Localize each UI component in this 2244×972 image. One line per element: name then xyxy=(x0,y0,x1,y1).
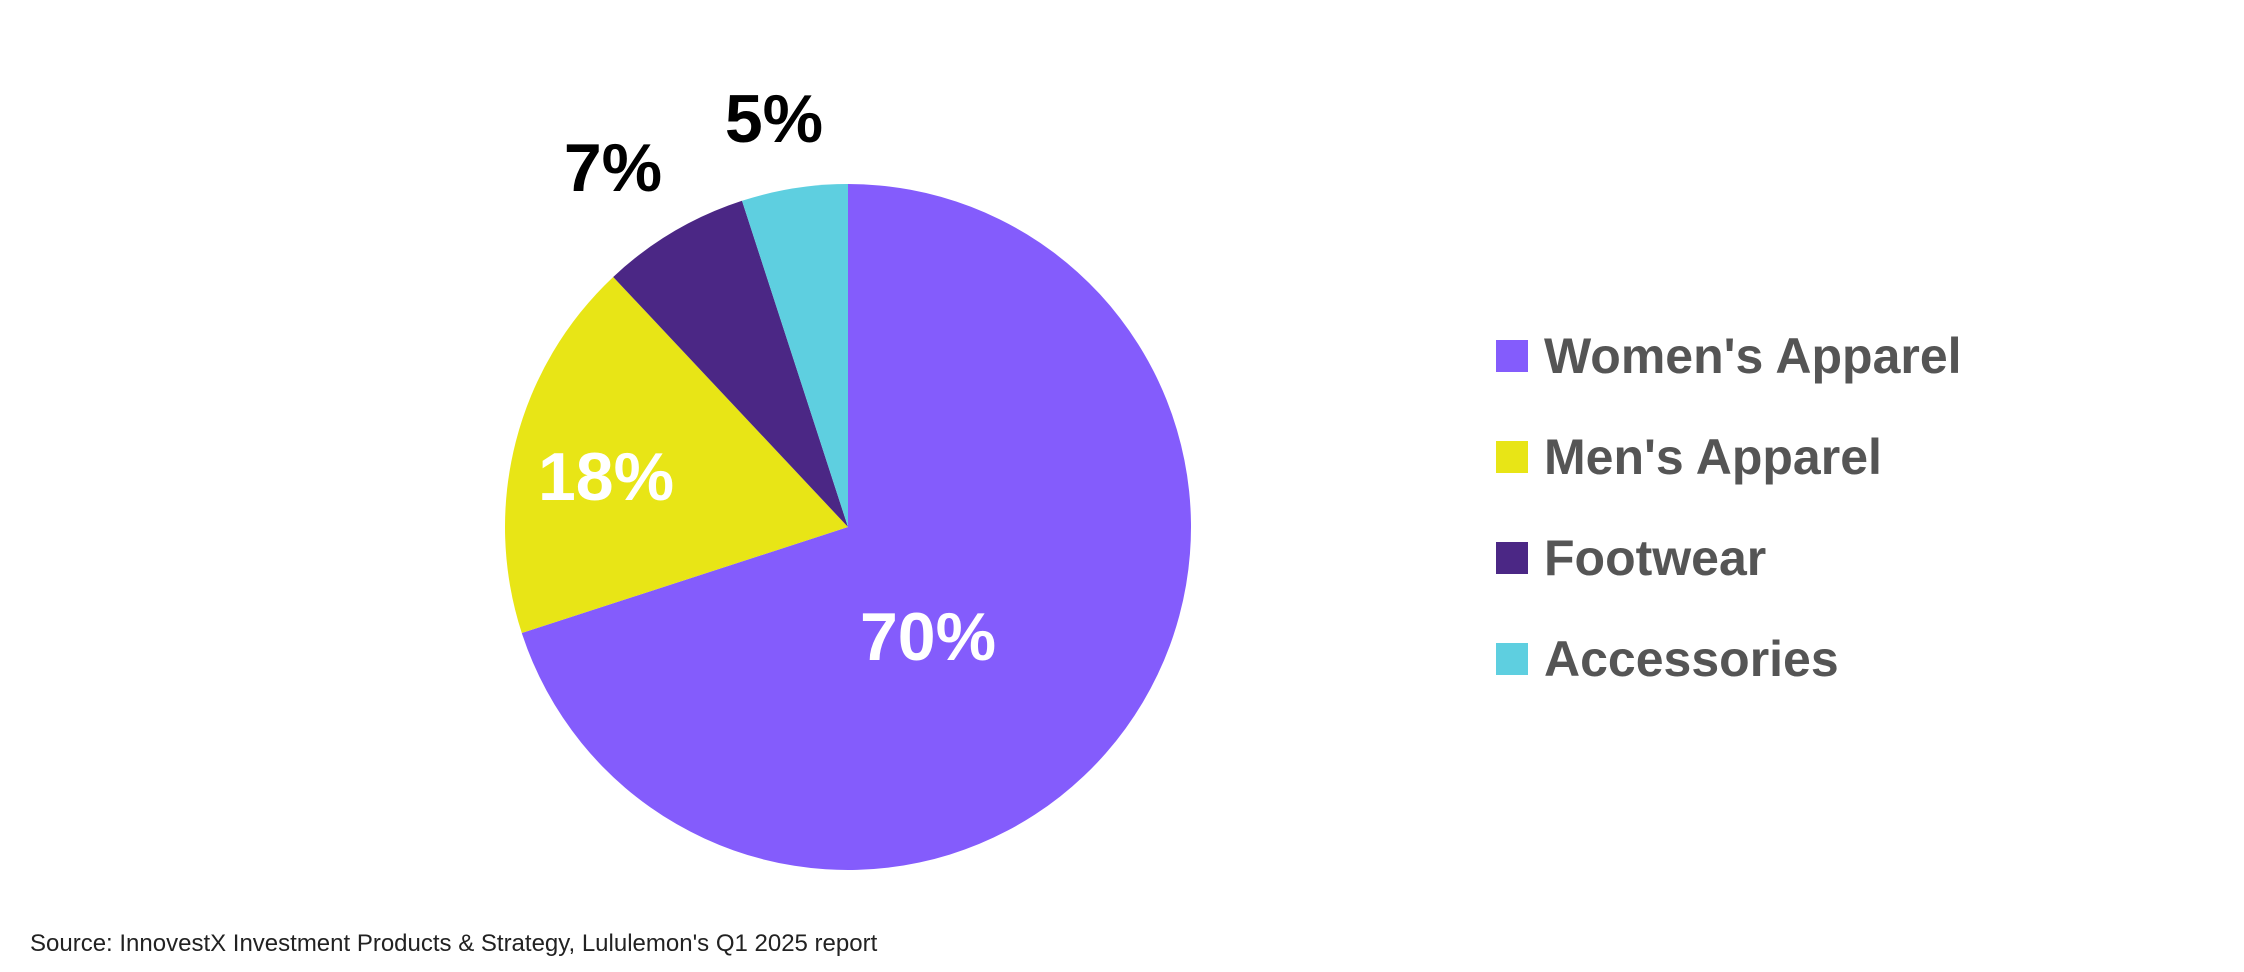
data-label: 18% xyxy=(538,439,674,515)
pie-slice-men-s-apparel xyxy=(504,276,848,633)
legend-swatch xyxy=(1496,440,1528,473)
data-label: 7% xyxy=(564,130,662,206)
pie-slice-women-s-apparel xyxy=(521,184,1191,870)
legend-label: Men's Apparel xyxy=(1544,428,1882,485)
legend-item-womens-apparel: Women's Apparel xyxy=(1496,305,1962,406)
legend: Women's Apparel Men's Apparel Footwear A… xyxy=(1496,305,1962,709)
legend-item-mens-apparel: Men's Apparel xyxy=(1496,406,1962,507)
legend-label: Footwear xyxy=(1544,529,1767,586)
legend-item-accessories: Accessories xyxy=(1496,608,1962,709)
data-label: 70% xyxy=(860,599,996,675)
legend-label: Accessories xyxy=(1544,630,1839,687)
legend-label: Women's Apparel xyxy=(1544,327,1962,384)
pie-slices xyxy=(504,184,1191,870)
pie-labels: 70% 18% 7% 5% xyxy=(538,81,996,675)
legend-swatch xyxy=(1496,642,1528,675)
legend-item-footwear: Footwear xyxy=(1496,507,1962,608)
legend-swatch xyxy=(1496,339,1528,372)
pie-slice-accessories xyxy=(742,184,848,527)
pie-slice-footwear xyxy=(613,200,848,528)
source-note: Source: InnovestX Investment Products & … xyxy=(30,930,878,957)
data-label: 5% xyxy=(725,81,823,157)
legend-swatch xyxy=(1496,541,1528,574)
